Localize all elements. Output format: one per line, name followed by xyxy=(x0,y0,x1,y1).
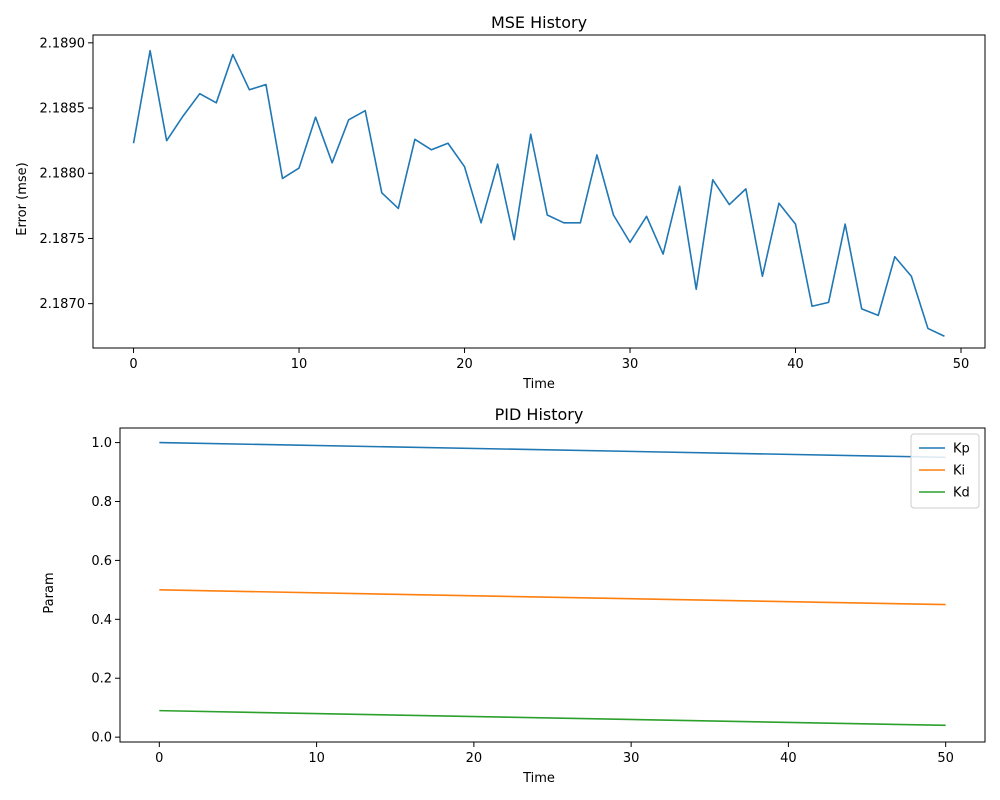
legend-label-kp: Kp xyxy=(953,442,970,457)
mse-plot-marks: 0 10 20 30 40 50 2.1870 2.1875 2.1880 2.1885 2.189… xyxy=(40,34,986,372)
y-tick-label: 0.8 xyxy=(91,495,112,510)
y-tick-label: 0.4 xyxy=(91,613,112,628)
x-tick-label: 0 xyxy=(129,357,137,372)
x-tick-label: 30 xyxy=(623,751,640,766)
x-tick-label: 50 xyxy=(937,751,954,766)
axes-frame xyxy=(92,34,986,349)
x-tick-label: 40 xyxy=(787,357,804,372)
y-tick-label: 2.1870 xyxy=(40,297,86,312)
mse-history-plot: MSE History Time Error (mse) 0 10 20 30 40 50… xyxy=(15,13,986,392)
x-tick-label: 20 xyxy=(466,751,483,766)
pid-legend: Kp Ki Kd xyxy=(910,433,980,509)
mse-y-axis-label: Error (mse) xyxy=(15,162,30,235)
legend-label-kd: Kd xyxy=(953,486,970,501)
series-line-0 xyxy=(132,49,945,337)
pid-x-axis-label: Time xyxy=(522,771,555,786)
y-tick-label: 0.0 xyxy=(91,731,112,746)
x-tick-label: 40 xyxy=(780,751,797,766)
pid-y-axis-label: Param xyxy=(42,572,57,613)
series-line-kd xyxy=(159,709,946,727)
x-tick-label: 10 xyxy=(308,751,325,766)
axes-frame xyxy=(119,427,986,743)
x-tick-label: 30 xyxy=(622,357,639,372)
y-tick-label: 2.1885 xyxy=(40,102,86,117)
pid-plot-marks: 0 10 20 30 40 50 0.0 0.2 0.4 0.6 0.8 1.0 xyxy=(91,427,986,766)
x-tick-label: 10 xyxy=(291,357,308,372)
pid-history-plot: PID History Time Param 0 10 20 30 40 50 0.0 0.2… xyxy=(42,405,986,786)
pid-plot-title: PID History xyxy=(495,405,584,424)
y-tick-label: 2.1875 xyxy=(40,232,86,247)
y-tick-label: 2.1880 xyxy=(40,167,86,182)
series-line-ki xyxy=(159,589,946,606)
y-tick-label: 2.1890 xyxy=(40,36,86,51)
legend-box xyxy=(910,433,980,509)
mse-x-axis-label: Time xyxy=(522,377,555,392)
y-tick-label: 0.2 xyxy=(91,672,112,687)
x-tick-label: 20 xyxy=(456,357,473,372)
y-tick-label: 1.0 xyxy=(91,436,112,451)
legend-label-ki: Ki xyxy=(953,464,965,479)
mse-plot-title: MSE History xyxy=(491,13,587,32)
series-line-kp xyxy=(159,441,946,459)
x-tick-label: 0 xyxy=(155,751,163,766)
y-tick-label: 0.6 xyxy=(91,554,112,569)
x-tick-label: 50 xyxy=(953,357,970,372)
